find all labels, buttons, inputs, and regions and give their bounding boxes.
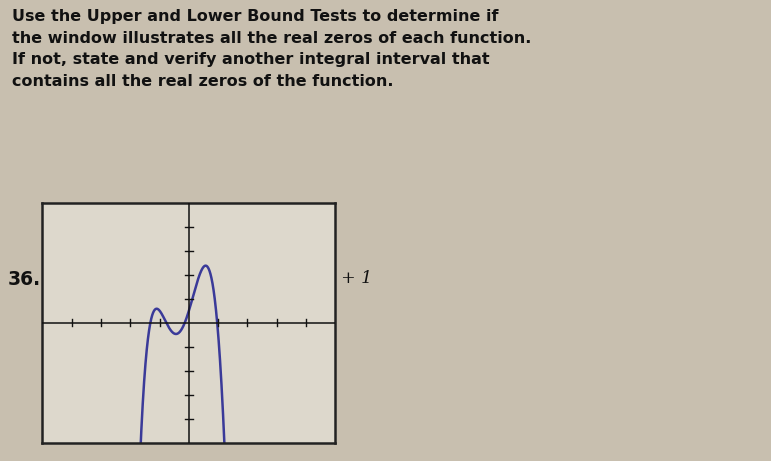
Text: p(x) = x⁵ − 6x⁴ − 10x³ + 5x² + 8x + 1: p(x) = x⁵ − 6x⁴ − 10x³ + 5x² + 8x + 1 (42, 270, 372, 287)
Text: 36.: 36. (8, 270, 41, 289)
Text: Use the Upper and Lower Bound Tests to determine if
the window illustrates all t: Use the Upper and Lower Bound Tests to d… (12, 9, 531, 89)
